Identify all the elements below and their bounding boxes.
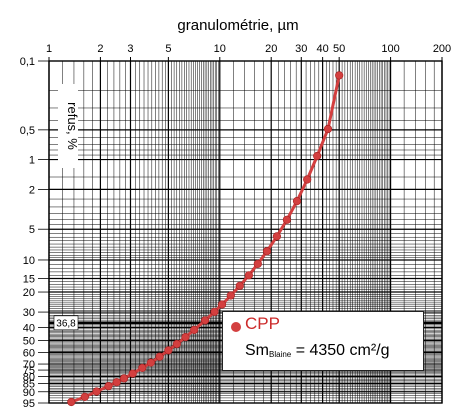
- x-tick-label-2: 2: [97, 43, 103, 55]
- y-tick-label-30: 30: [23, 307, 35, 319]
- y-tick-label-70: 70: [23, 359, 35, 371]
- blaine-note-prefix: Sm: [245, 342, 269, 359]
- x-tick-label-100: 100: [381, 43, 399, 55]
- y-axis-label-group: refus, %: [58, 84, 80, 168]
- legend: CPP SmBlaine = 4350 cm²/g: [222, 311, 424, 371]
- x-tick-label-50: 50: [333, 43, 345, 55]
- y-tick-label-80: 80: [23, 371, 35, 383]
- data-point-cpp-1: [80, 392, 89, 402]
- blaine-note: SmBlaine = 4350 cm²/g: [245, 342, 390, 360]
- reference-label-box: [53, 315, 79, 331]
- blaine-note-subscript: Blaine: [269, 350, 292, 359]
- data-point-cpp-13: [190, 325, 199, 335]
- y-tick-label-20: 20: [23, 287, 35, 299]
- plot-frame: [48, 60, 443, 404]
- y-tick-label-40: 40: [23, 322, 35, 334]
- x-tick-label-20: 20: [265, 43, 277, 55]
- data-point-cpp-28: [335, 71, 344, 80]
- data-point-cpp-19: [244, 271, 253, 280]
- data-point-cpp-0: [67, 397, 76, 407]
- data-point-cpp-12: [181, 333, 190, 342]
- legend-series-label: CPP: [245, 314, 280, 333]
- data-point-cpp-14: [201, 316, 210, 325]
- data-point-cpp-9: [155, 352, 164, 361]
- y-axis-label: refus, %: [65, 102, 80, 150]
- data-point-cpp-20: [253, 259, 262, 269]
- x-tick-label-40: 40: [316, 43, 328, 55]
- y-tick-label-5: 5: [29, 224, 35, 236]
- y-tick-label-1: 1: [29, 155, 35, 167]
- x-tick-label-3: 3: [127, 43, 133, 55]
- blaine-note-value: = 4350 cm²/g: [291, 342, 390, 359]
- data-point-cpp-10: [164, 346, 173, 355]
- data-point-cpp-4: [112, 378, 121, 387]
- data-point-cpp-22: [272, 232, 282, 241]
- y-tick-label-15: 15: [23, 273, 35, 285]
- data-point-cpp-18: [235, 281, 244, 290]
- x-tick-label-30: 30: [295, 43, 307, 55]
- y-tick-label-95: 95: [23, 398, 35, 407]
- x-tick-label-5: 5: [165, 43, 171, 55]
- data-point-cpp-27: [323, 124, 333, 134]
- data-point-cpp-8: [146, 358, 155, 367]
- y-tick-label-85: 85: [23, 378, 35, 390]
- y-tick-label-90: 90: [23, 387, 35, 399]
- legend-swatch-cpp: [231, 322, 241, 332]
- y-tick-label-0-1: 0,1: [20, 56, 35, 68]
- data-point-cpp-23: [282, 215, 292, 224]
- chart-title: granulométrie, µm: [177, 17, 298, 34]
- data-point-cpp-25: [303, 175, 312, 184]
- data-point-cpp-2: [92, 387, 101, 396]
- x-tick-label-200: 200: [433, 43, 451, 55]
- data-point-cpp-5: [119, 374, 129, 383]
- data-point-cpp-26: [313, 151, 322, 161]
- data-point-cpp-21: [262, 247, 272, 256]
- y-tick-label-60: 60: [23, 347, 35, 359]
- data-point-cpp-24: [292, 197, 302, 206]
- x-tick-label-1: 1: [46, 43, 52, 55]
- reference-line-label: 36,8: [56, 318, 76, 329]
- x-tick-label-10: 10: [214, 43, 226, 55]
- data-point-cpp-17: [226, 291, 235, 300]
- y-tick-label-10: 10: [23, 255, 35, 267]
- y-tick-label-50: 50: [23, 335, 35, 347]
- data-point-cpp-16: [217, 300, 227, 309]
- data-point-cpp-6: [128, 369, 137, 378]
- data-point-cpp-15: [210, 307, 219, 316]
- data-point-cpp-3: [104, 382, 113, 391]
- data-point-cpp-11: [172, 339, 181, 349]
- y-tick-label-0-5: 0,5: [20, 125, 35, 137]
- series-layer: [67, 71, 344, 407]
- y-tick-label-2: 2: [29, 184, 35, 196]
- y-tick-label-75: 75: [23, 365, 35, 377]
- data-point-cpp-7: [138, 363, 147, 373]
